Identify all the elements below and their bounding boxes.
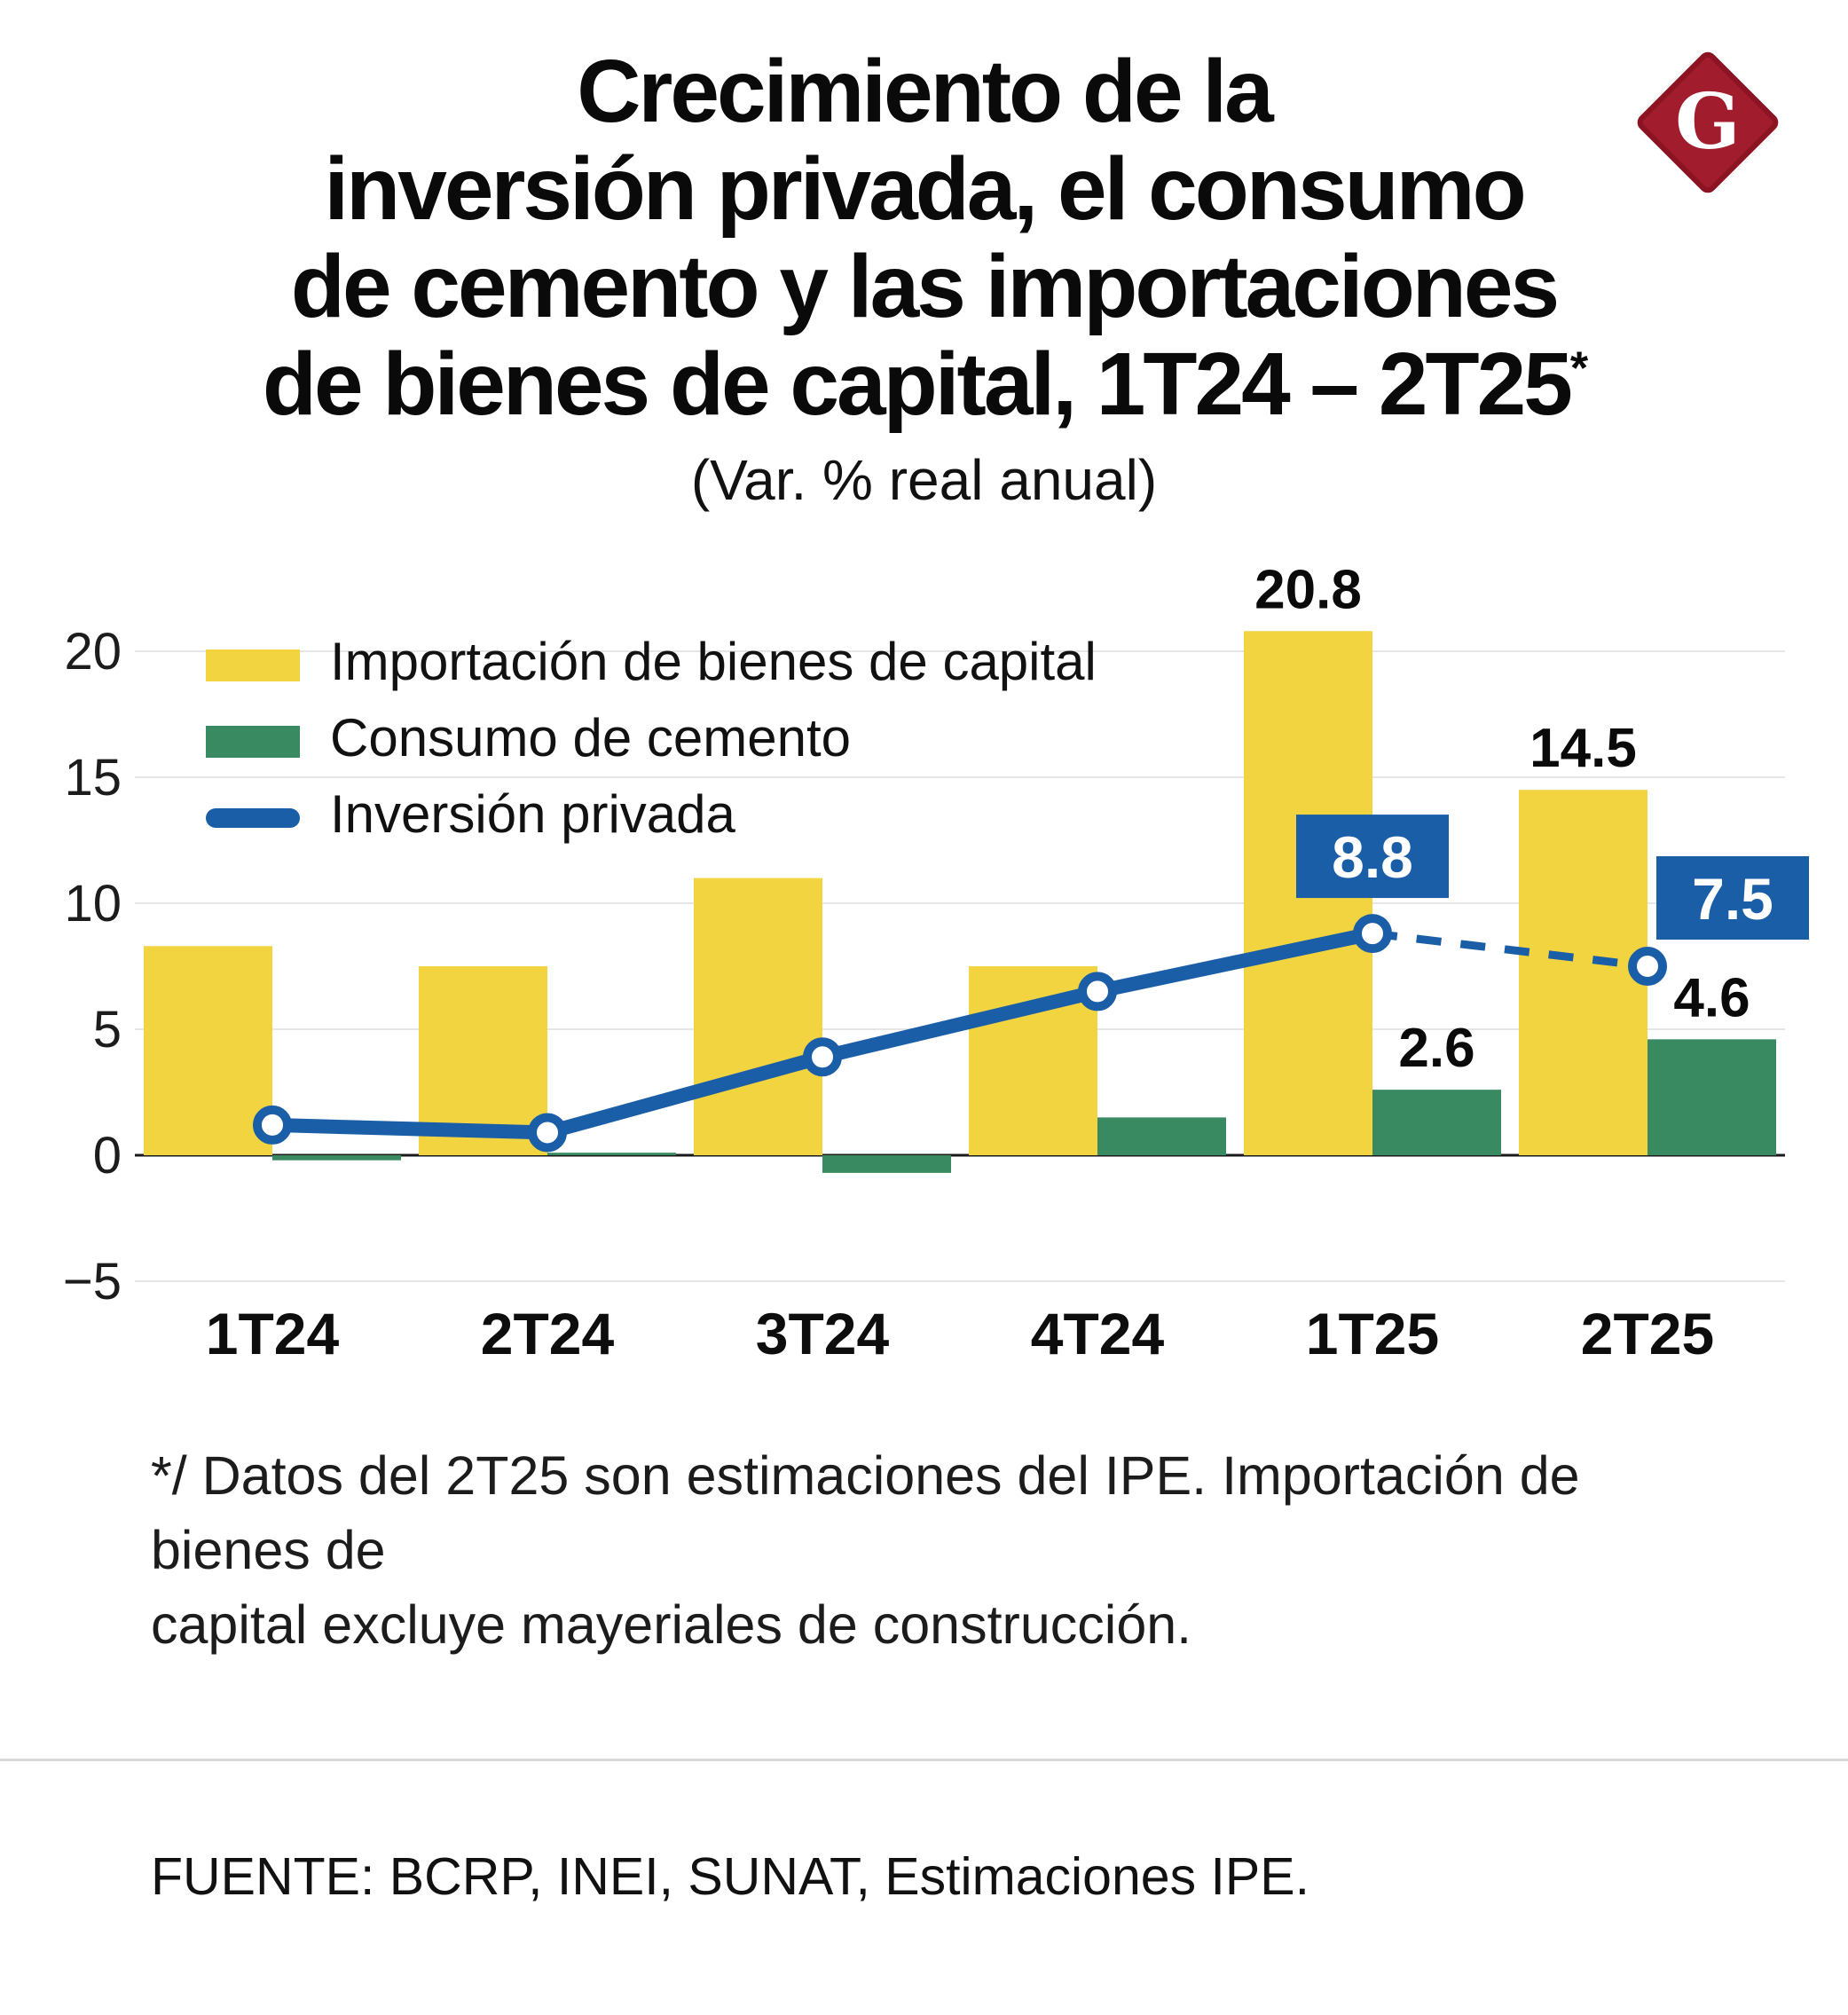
chart-subtitle: (Var. % real anual) (690, 448, 1158, 512)
gestion-logo: G (1633, 48, 1782, 197)
bar-data-label: 14.5 (1530, 718, 1637, 779)
title-line-4-text: de bienes de capital, 1T24 – 2T25 (262, 335, 1573, 434)
x-label-2T25: 2T25 (1581, 1301, 1714, 1366)
x-label-3T24: 3T24 (756, 1301, 890, 1366)
logo-letter: G (1675, 76, 1741, 167)
bar-cement-1T24 (272, 1155, 401, 1161)
footnote: */ Datos del 2T25 son estimaciones del I… (151, 1438, 1748, 1663)
line-callout-box (1296, 815, 1449, 899)
line-marker-2T25 (1628, 947, 1667, 986)
y-tick-label: 10 (64, 875, 122, 933)
bar-data-label: 2.6 (1398, 1018, 1474, 1079)
line-marker-1T24 (253, 1105, 292, 1145)
legend-swatch-0 (206, 649, 300, 681)
y-tick-label: 5 (93, 1001, 122, 1059)
chart-svg: 20 15 10 5 0 −5 20.8 14.5 2.6 4.6 8.8 7.5 1T24 2T24 3T… (63, 559, 1809, 1366)
x-label-4T24: 4T24 (1031, 1301, 1165, 1366)
logo-diamond: G (1633, 48, 1782, 197)
line-marker-1T25 (1353, 914, 1392, 954)
bar-imports-3T24 (694, 878, 822, 1155)
y-tick-label: 0 (93, 1127, 122, 1185)
bar-cement-1T25 (1372, 1090, 1501, 1155)
footnote-line-2: capital excluye mayeriales de construcci… (151, 1594, 1192, 1656)
bar-cement-4T24 (1097, 1117, 1226, 1155)
bar-cement-3T24 (822, 1155, 951, 1173)
legend-label-2: Inversión privada (330, 784, 736, 844)
investment-line-dashed (1372, 929, 1648, 971)
bar-imports-2T25 (1519, 790, 1647, 1155)
y-tick-label: 15 (64, 749, 122, 807)
line-marker-2T24 (528, 1113, 567, 1153)
chart: 20 15 10 5 0 −5 20.8 14.5 2.6 4.6 8.8 7.5 1T24 2T24 3T… (28, 536, 1848, 1392)
chart-title: Crecimiento de la inversión privada, el … (0, 0, 1848, 433)
bar-cement-2T25 (1647, 1039, 1776, 1155)
x-label-2T24: 2T24 (481, 1301, 615, 1366)
y-tick-label: 20 (64, 623, 122, 681)
line-callout-label: 7.5 (1692, 866, 1773, 932)
bar-data-label: 4.6 (1673, 967, 1750, 1028)
line-callout-label: 8.8 (1332, 824, 1413, 890)
legend-label-1: Consumo de cemento (330, 708, 851, 767)
x-label-1T24: 1T24 (206, 1301, 340, 1366)
title-asterisk: * (1569, 342, 1588, 395)
title-line-4: de bienes de capital, 1T24 – 2T25* (0, 335, 1848, 433)
legend-swatch-1 (206, 726, 300, 758)
bar-cement-2T24 (547, 1153, 676, 1155)
bar-data-label: 20.8 (1254, 559, 1362, 620)
line-callout-box (1656, 856, 1809, 940)
source-text: FUENTE: BCRP, INEI, SUNAT, Estimaciones … (151, 1846, 1309, 1906)
legend-swatch-2 (206, 808, 300, 828)
title-line-1: Crecimiento de la (577, 42, 1274, 141)
footnote-line-1: */ Datos del 2T25 son estimaciones del I… (151, 1445, 1580, 1581)
line-marker-3T24 (803, 1037, 842, 1077)
line-marker-4T24 (1078, 972, 1117, 1011)
legend-label-0: Importación de bienes de capital (330, 632, 1097, 691)
y-tick-label: −5 (63, 1253, 122, 1311)
title-line-3: de cemento y las importaciones (290, 237, 1560, 336)
x-label-1T25: 1T25 (1306, 1301, 1439, 1366)
divider (0, 1758, 1848, 1761)
bar-imports-1T24 (144, 946, 272, 1155)
title-line-2: inversión privada, el consumo (324, 139, 1526, 239)
